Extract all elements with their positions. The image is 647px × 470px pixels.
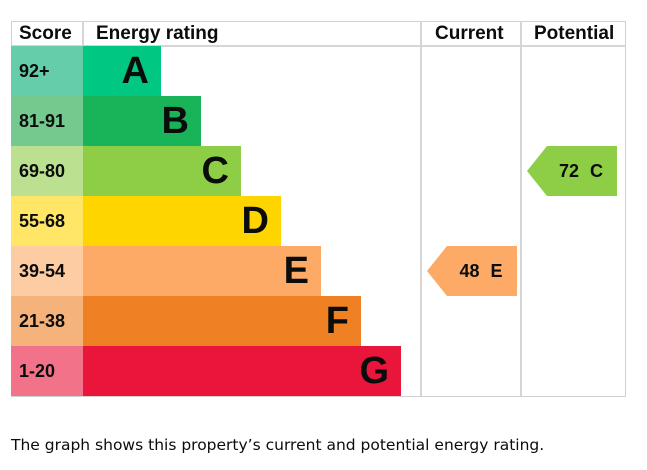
rating-bar-d: D — [83, 196, 281, 246]
score-range-d: 55-68 — [11, 196, 83, 246]
potential-rating-arrow: 72 C — [527, 146, 617, 196]
header-divider — [11, 45, 626, 47]
header-energy-rating: Energy rating — [96, 23, 219, 44]
score-range-f: 21-38 — [11, 296, 83, 346]
header-current: Current — [435, 23, 504, 44]
rating-bar-g: G — [83, 346, 401, 396]
score-range-b: 81-91 — [11, 96, 83, 146]
rating-bar-c: C — [83, 146, 241, 196]
score-range-e: 39-54 — [11, 246, 83, 296]
rating-bar-b: B — [83, 96, 201, 146]
current-rating-arrow: 48 E — [427, 246, 517, 296]
chart-caption: The graph shows this property’s current … — [11, 436, 545, 454]
header-potential: Potential — [534, 23, 615, 44]
header-score: Score — [19, 23, 72, 44]
score-range-c: 69-80 — [11, 146, 83, 196]
rating-bar-a: A — [83, 46, 161, 96]
column-divider — [420, 21, 422, 397]
column-divider — [520, 21, 522, 397]
rating-bar-e: E — [83, 246, 321, 296]
score-range-g: 1-20 — [11, 346, 83, 396]
rating-bar-f: F — [83, 296, 361, 346]
score-range-a: 92+ — [11, 46, 83, 96]
